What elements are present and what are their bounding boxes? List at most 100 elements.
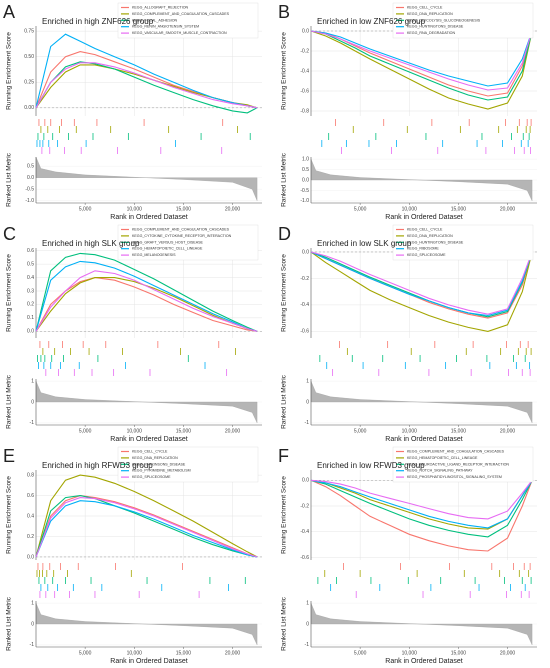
chart-title: Enriched in high SLK group [42,239,140,248]
legend-label: KEGG_SPLICEOSOME [132,475,171,479]
y-tick-label: 0.8 [27,472,34,478]
legend-label: KEGG_ALLOGRAFT_REJECTION [132,5,189,9]
y-axis-label: Ranked List Metric [6,596,13,651]
y-tick-label: 0.0 [27,554,34,560]
es-line [310,30,533,101]
y-tick-label: 0.0 [302,478,309,484]
legend-box [392,446,534,483]
panel: A 0.00 0.25 0.50 0.75 5,000 10,000 15,000 20,000… [3,2,262,221]
panel-label: F [278,446,289,466]
panel: D 0.0 -0.2 -0.4 -0.6 5,000 10,000 15,000 20,000 K… [278,224,537,443]
x-tick-label: 10,000 [402,428,418,434]
y-axis-label: Ranked List Metric [281,152,288,207]
y-tick-label: -0.6 [300,555,309,561]
y-tick-label: -0.4 [300,529,309,535]
y-axis-label: Running Enrichment Score [281,254,288,332]
legend-label: KEGG_RENIN_ANGIOTENSIN_SYSTEM [132,25,199,29]
y-tick-label: -1 [305,642,310,648]
panel-label: A [3,2,15,22]
y-tick-label: 1 [31,600,34,606]
es-line [310,30,533,91]
es-line [35,252,258,332]
legend-label: KEGG_PHOSPHATIDYLINOSITOL_SIGNALING_SYST… [407,475,502,479]
es-line [310,251,533,318]
y-axis-label: Running Enrichment Score [6,476,13,554]
panel-label: D [278,224,291,244]
legend-label: KEGG_CELL_CYCLE [407,227,443,231]
y-axis-label: Running Enrichment Score [6,254,13,332]
y-tick-label: -0.8 [300,108,309,114]
y-tick-label: 0.0 [302,249,309,255]
es-line [310,251,533,315]
y-tick-label: 1.0 [302,156,309,162]
y-tick-label: -0.6 [300,329,309,335]
es-line [35,62,258,109]
y-axis-label: Running Enrichment Score [281,476,288,554]
panel: B 0.0 -0.2 -0.4 -0.6 -0.8 5,000 10,000 15,000 20,… [278,2,537,221]
panel: E 0.0 0.2 0.4 0.6 0.8 5,000 10,000 15,000 20,000 K… [3,446,262,665]
y-tick-label: -0.4 [300,302,309,308]
x-axis-label: Rank in Ordered Dataset [385,214,462,221]
legend-label: KEGG_VASCULAR_SMOOTH_MUSCLE_CONTRACTION [132,31,227,35]
chart-title: Enriched in high ZNF626 group [42,17,154,26]
x-tick-label: 10,000 [127,650,143,656]
x-tick-label: 15,000 [176,650,192,656]
y-axis-label: Ranked List Metric [281,374,288,429]
x-tick-label: 5,000 [79,650,92,656]
es-line [35,497,258,558]
metric-area [310,603,533,645]
x-tick-label: 10,000 [402,206,418,212]
es-line [310,251,533,319]
y-axis-label: Running Enrichment Score [281,32,288,110]
x-axis-label: Rank in Ordered Dataset [110,214,187,221]
chart-title: Enriched in high RFWD3 group [42,461,153,470]
es-line [35,474,258,558]
legend-label: KEGG_GRAFT_VERSUS_HOST_DISEASE [132,240,204,244]
x-tick-label: 10,000 [127,428,143,434]
y-tick-label: 0 [31,399,34,405]
x-tick-label: 5,000 [354,206,367,212]
panel-label: E [3,446,15,466]
legend-label: KEGG_PYRIMIDINE_METABOLISM [132,469,191,473]
x-tick-label: 20,000 [500,428,516,434]
es-line [35,495,258,558]
x-tick-label: 20,000 [225,650,241,656]
legend-label: KEGG_DNA_REPLICATION [407,12,453,16]
legend-box [392,224,534,261]
y-tick-label: -1 [30,642,35,648]
y-tick-label: -0.2 [300,503,309,509]
y-axis-label: Running Enrichment Score [6,32,13,110]
y-axis-label: Ranked List Metric [6,374,13,429]
x-tick-label: 5,000 [354,650,367,656]
x-tick-label: 15,000 [451,650,467,656]
legend-label: KEGG_HEMATOPOIETIC_CELL_LINEAGE [407,456,478,460]
es-line [310,479,533,552]
y-tick-label: -1.0 [25,198,34,204]
legend-label: KEGG_MELANOGENESIS [132,253,176,257]
legend-label: KEGG_NOTCH_SIGNALING_PATHWAY [407,469,473,473]
y-tick-label: 0.1 [27,315,34,321]
legend-label: KEGG_HEMATOPOIETIC_CELL_LINEAGE [132,247,203,251]
y-tick-label: 0.2 [27,302,34,308]
es-line [310,251,533,317]
x-tick-label: 15,000 [176,428,192,434]
legend-label: KEGG_CYTOKINE_CYTOKINE_RECEPTOR_INTERACT… [132,234,232,238]
y-tick-label: 0.5 [27,261,34,267]
y-tick-label: 0.50 [24,54,34,60]
y-tick-label: 0.4 [27,275,34,281]
x-tick-label: 15,000 [176,206,192,212]
x-tick-label: 5,000 [79,206,92,212]
chart-title: Enriched in low ZNF626 group [317,17,426,26]
x-tick-label: 10,000 [127,206,143,212]
legend-label: KEGG_DNA_REPLICATION [407,234,453,238]
es-line [35,495,258,558]
x-axis-label: Rank in Ordered Dataset [110,658,187,665]
es-line [35,500,258,558]
metric-area [310,159,533,201]
es-line [310,30,533,87]
x-tick-label: 5,000 [354,428,367,434]
x-axis-label: Rank in Ordered Dataset [385,436,462,443]
y-tick-label: 0.6 [27,493,34,499]
legend-label: KEGG_NEUROACTIVE_LIGAND_RECEPTOR_INTERAC… [407,462,509,466]
